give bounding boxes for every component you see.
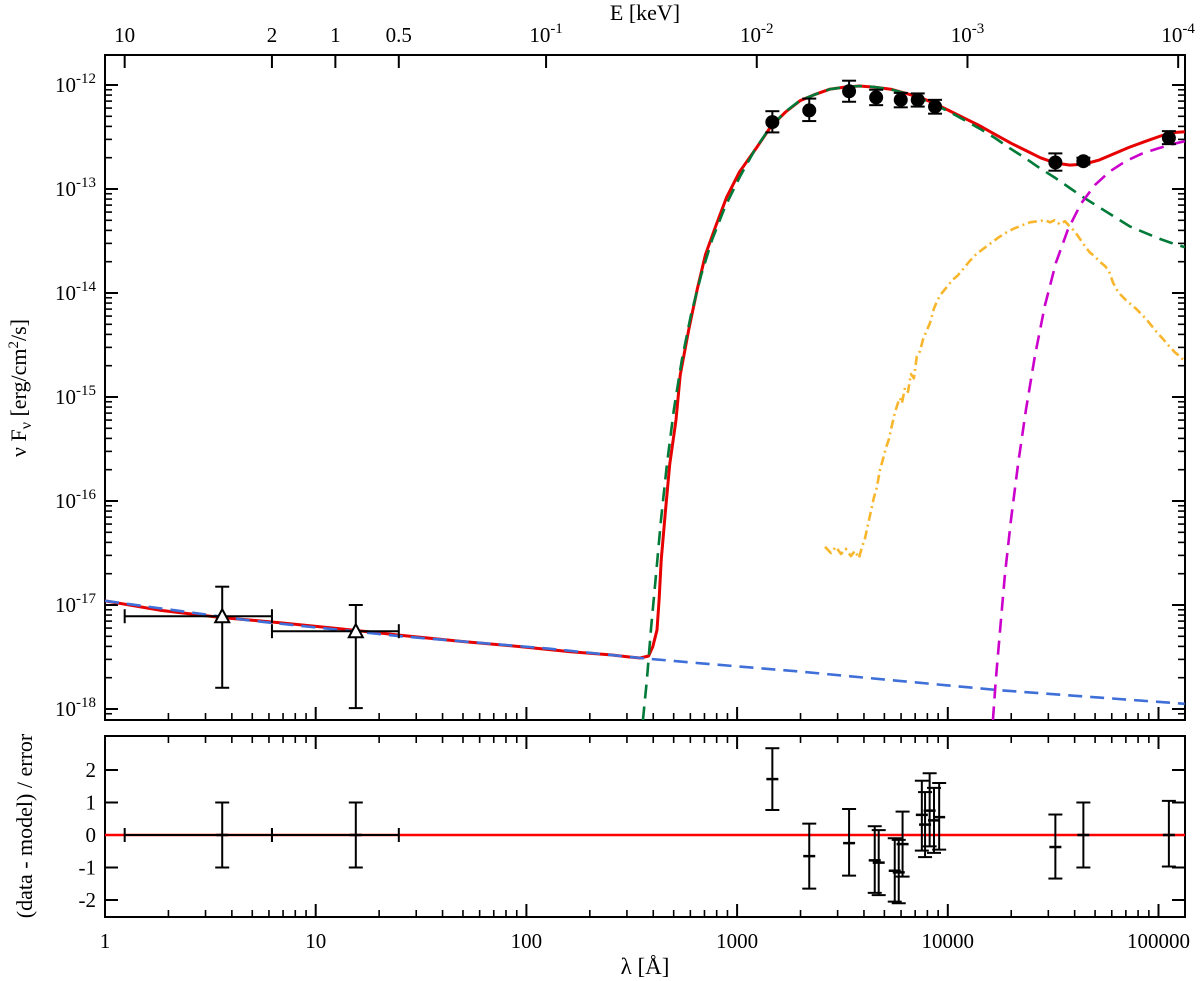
circle-marker [1048,155,1063,170]
svg-text:1000: 1000 [716,929,758,953]
wavelength-axis-title: λ [Å] [621,954,670,979]
residual-axis: 2 1 0 -1 -2 [79,758,1185,912]
data-point [123,585,273,689]
svg-text:(data - model) / error: (data - model) / error [12,733,37,918]
data-point [910,92,925,108]
host-galaxy-curve [824,218,1185,560]
residual-point [842,808,857,877]
svg-text:10-15: 10-15 [55,383,96,409]
circle-marker [842,84,857,99]
circle-marker [910,92,925,107]
data-point [270,604,400,710]
svg-text:10-4: 10-4 [1161,21,1195,47]
svg-text:1: 1 [330,23,341,47]
svg-text:10-16: 10-16 [55,487,96,513]
energy-axis: 10 2 1 0.5 10-1 10-2 10-3 10-4 E [keV] [114,0,1195,68]
data-point [765,110,780,134]
data-point [842,79,857,103]
residual-point [871,829,886,897]
svg-text:1: 1 [86,791,97,815]
total-model-curve [105,84,1185,660]
svg-text:0: 0 [86,823,97,847]
flux-axis: 10-12 10-13 10-14 10-15 10-16 10-17 10-18 [55,71,1185,721]
svg-text:10-17: 10-17 [55,591,96,617]
svg-text:10-3: 10-3 [951,21,985,47]
svg-text:0.5: 0.5 [386,23,412,47]
svg-text:10-13: 10-13 [55,175,96,201]
triangle-marker [347,622,365,639]
svg-text:-1: -1 [79,856,97,880]
residual-point [932,782,947,851]
svg-text:10-1: 10-1 [529,21,563,47]
svg-text:10000: 10000 [922,929,975,953]
svg-text:ν Fν [erg/cm2/s]: ν Fν [erg/cm2/s] [6,319,35,457]
panel-frames [104,54,1186,918]
circle-marker [893,92,908,107]
dust-torus-curve [991,139,1185,720]
svg-text:2: 2 [86,758,97,782]
svg-text:2: 2 [267,23,278,47]
svg-text:1: 1 [100,929,111,953]
svg-text:10-12: 10-12 [55,71,96,97]
data-point [869,88,884,107]
triangle-marker [213,607,231,624]
data-point [893,91,908,109]
residual-point [1161,799,1176,868]
svg-text:-2: -2 [79,888,97,912]
svg-text:10-14: 10-14 [55,279,96,305]
circle-marker [765,115,780,130]
circle-marker [1161,130,1176,145]
sed-data-points [123,79,1176,710]
residual-points [123,747,1176,905]
flux-axis-title: ν Fν [erg/cm2/s] [6,319,35,457]
residual-point [765,747,780,811]
residual-point [922,772,937,848]
residual-axis-title: (data - model) / error [12,733,37,918]
residual-point [1048,813,1063,880]
residual-point [802,822,817,890]
svg-text:10: 10 [305,929,326,953]
wavelength-axis: 1 10 100 1000 10000 100000 λ [Å] [100,707,1190,979]
model-curves [105,84,1185,720]
svg-text:100000: 100000 [1127,929,1190,953]
data-point [1048,152,1063,172]
circle-marker [802,103,817,118]
residual-point [270,801,400,869]
data-point [1076,154,1091,169]
circle-marker [1076,154,1091,169]
svg-text:10-18: 10-18 [55,695,96,721]
residual-point [123,801,273,869]
residual-point [895,810,910,878]
data-point [928,98,943,115]
data-point [802,97,817,123]
data-point [1161,130,1176,146]
svg-text:100: 100 [511,929,543,953]
svg-text:10: 10 [114,23,135,47]
energy-axis-title: E [keV] [610,0,680,25]
residual-point [1076,801,1091,869]
accretion-disk-curve [641,84,1185,720]
circle-marker [928,99,943,114]
circle-marker [869,90,884,105]
svg-text:10-2: 10-2 [740,21,774,47]
